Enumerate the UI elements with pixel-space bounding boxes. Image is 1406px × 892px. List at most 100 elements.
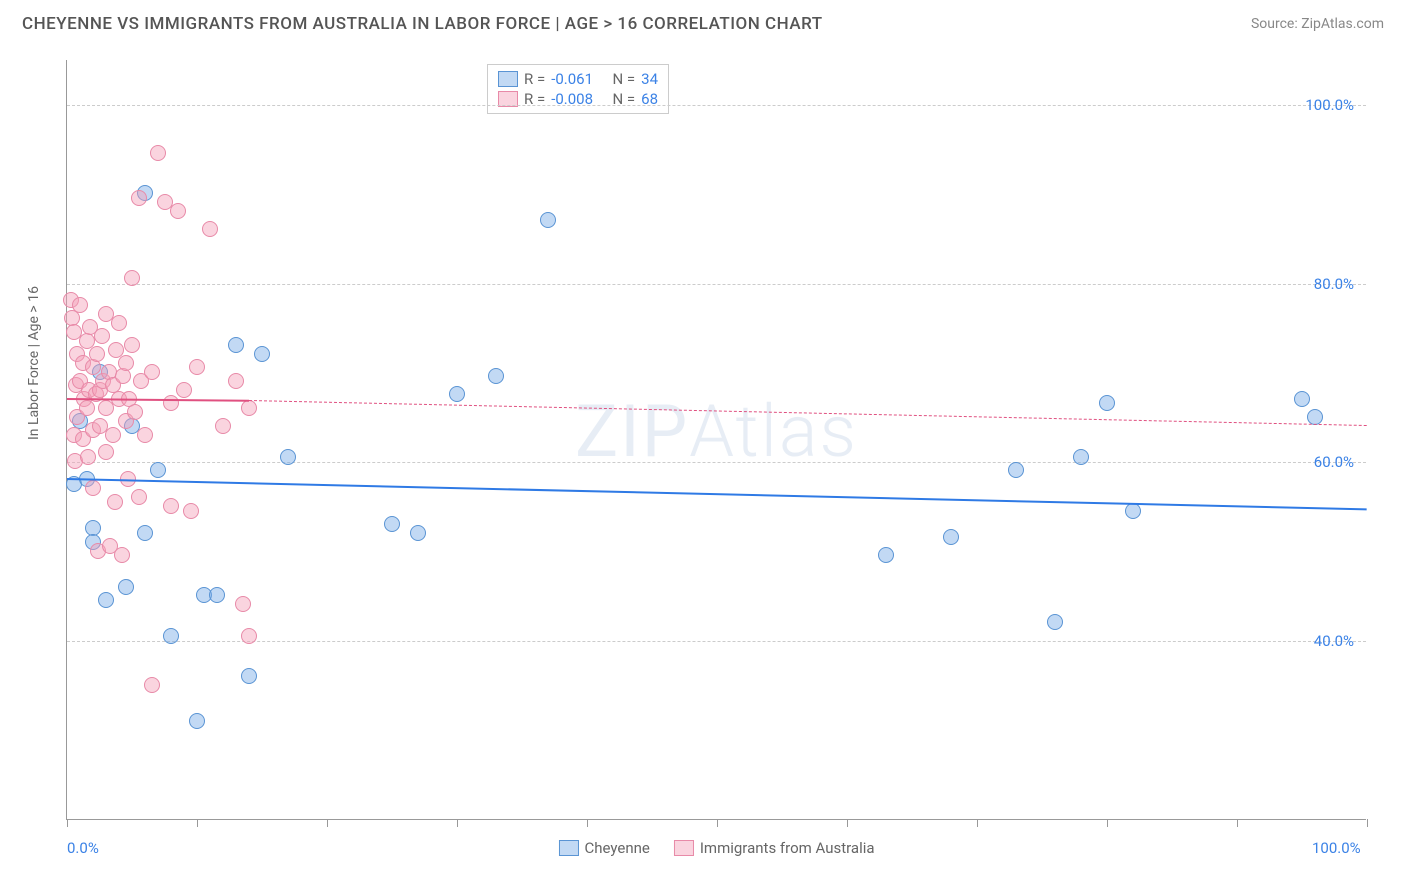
x-tick <box>977 819 978 827</box>
x-tick <box>67 819 68 827</box>
y-tick-label: 60.0% <box>1314 453 1354 471</box>
scatter-point-australia <box>105 427 121 443</box>
x-tick <box>327 819 328 827</box>
x-tick <box>717 819 718 827</box>
corr-row-australia: R = -0.008 N = 68 <box>498 89 658 109</box>
scatter-point-australia <box>144 677 160 693</box>
scatter-point-cheyenne <box>1294 391 1310 407</box>
legend-label-cheyenne: Cheyenne <box>584 839 649 857</box>
source-attribution: Source: ZipAtlas.com <box>1251 16 1384 32</box>
trend-line <box>249 400 1367 426</box>
correlation-legend: R = -0.061 N = 34 R = -0.008 N = 68 <box>487 64 669 114</box>
scatter-point-australia <box>127 404 143 420</box>
x-tick <box>1237 819 1238 827</box>
scatter-point-australia <box>137 427 153 443</box>
legend-item-cheyenne: Cheyenne <box>558 839 649 857</box>
source-name: ZipAtlas.com <box>1301 16 1384 32</box>
scatter-point-australia <box>107 494 123 510</box>
scatter-point-cheyenne <box>488 368 504 384</box>
series-legend: Cheyenne Immigrants from Australia <box>558 839 874 857</box>
scatter-point-cheyenne <box>280 449 296 465</box>
scatter-point-australia <box>144 364 160 380</box>
scatter-point-australia <box>176 382 192 398</box>
scatter-point-australia <box>72 297 88 313</box>
scatter-chart: In Labor Force | Age > 16 ZIPAtlas R = -… <box>48 60 1388 850</box>
scatter-point-cheyenne <box>1307 409 1323 425</box>
scatter-point-australia <box>94 328 110 344</box>
corr-row-cheyenne: R = -0.061 N = 34 <box>498 69 658 89</box>
x-tick-label: 0.0% <box>67 839 99 857</box>
scatter-point-cheyenne <box>1099 395 1115 411</box>
n-label: N = <box>612 70 635 88</box>
gridline-h <box>67 105 1366 106</box>
x-tick <box>457 819 458 827</box>
scatter-point-cheyenne <box>540 212 556 228</box>
scatter-point-cheyenne <box>384 516 400 532</box>
scatter-point-australia <box>228 373 244 389</box>
scatter-point-australia <box>111 315 127 331</box>
scatter-point-australia <box>183 503 199 519</box>
scatter-point-australia <box>241 628 257 644</box>
scatter-point-australia <box>98 444 114 460</box>
scatter-point-cheyenne <box>1008 462 1024 478</box>
watermark: ZIPAtlas <box>575 389 858 474</box>
n-value-cheyenne: 34 <box>641 70 658 88</box>
scatter-point-australia <box>150 145 166 161</box>
scatter-point-australia <box>85 480 101 496</box>
scatter-point-cheyenne <box>241 668 257 684</box>
scatter-point-cheyenne <box>449 386 465 402</box>
scatter-point-australia <box>118 355 134 371</box>
scatter-point-australia <box>124 270 140 286</box>
scatter-point-cheyenne <box>254 346 270 362</box>
scatter-point-cheyenne <box>209 587 225 603</box>
scatter-point-cheyenne <box>118 579 134 595</box>
legend-label-australia: Immigrants from Australia <box>700 839 875 857</box>
scatter-point-cheyenne <box>1073 449 1089 465</box>
chart-header: CHEYENNE VS IMMIGRANTS FROM AUSTRALIA IN… <box>0 0 1406 34</box>
scatter-point-australia <box>124 337 140 353</box>
scatter-point-australia <box>202 221 218 237</box>
watermark-right: Atlas <box>689 389 858 474</box>
plot-area: ZIPAtlas R = -0.061 N = 34 R = -0.008 N … <box>66 60 1366 820</box>
y-tick-label: 40.0% <box>1314 632 1354 650</box>
scatter-point-cheyenne <box>228 337 244 353</box>
scatter-point-australia <box>131 489 147 505</box>
scatter-point-cheyenne <box>163 628 179 644</box>
x-tick <box>1107 819 1108 827</box>
legend-item-australia: Immigrants from Australia <box>674 839 875 857</box>
scatter-point-australia <box>89 346 105 362</box>
source-prefix: Source: <box>1251 16 1301 32</box>
scatter-point-cheyenne <box>878 547 894 563</box>
swatch-cheyenne <box>498 71 518 87</box>
x-tick <box>197 819 198 827</box>
scatter-point-australia <box>163 498 179 514</box>
scatter-point-cheyenne <box>1047 614 1063 630</box>
x-tick <box>587 819 588 827</box>
x-tick <box>1367 819 1368 827</box>
y-tick-label: 100.0% <box>1305 96 1354 114</box>
scatter-point-australia <box>235 596 251 612</box>
chart-title: CHEYENNE VS IMMIGRANTS FROM AUSTRALIA IN… <box>22 14 823 34</box>
scatter-point-australia <box>79 400 95 416</box>
scatter-point-cheyenne <box>189 713 205 729</box>
y-axis-label: In Labor Force | Age > 16 <box>26 286 42 440</box>
scatter-point-australia <box>80 449 96 465</box>
watermark-left: ZIP <box>575 389 689 474</box>
scatter-point-australia <box>163 395 179 411</box>
scatter-point-australia <box>189 359 205 375</box>
swatch-cheyenne <box>558 840 578 856</box>
scatter-point-cheyenne <box>943 529 959 545</box>
scatter-point-australia <box>241 400 257 416</box>
scatter-point-cheyenne <box>137 525 153 541</box>
swatch-australia <box>674 840 694 856</box>
gridline-h <box>67 641 1366 642</box>
scatter-point-australia <box>131 190 147 206</box>
scatter-point-australia <box>114 547 130 563</box>
scatter-point-australia <box>215 418 231 434</box>
scatter-point-cheyenne <box>98 592 114 608</box>
y-tick-label: 80.0% <box>1314 275 1354 293</box>
trend-line <box>67 478 1367 510</box>
r-label: R = <box>524 70 545 88</box>
x-tick-label: 100.0% <box>1312 839 1361 857</box>
scatter-point-australia <box>170 203 186 219</box>
